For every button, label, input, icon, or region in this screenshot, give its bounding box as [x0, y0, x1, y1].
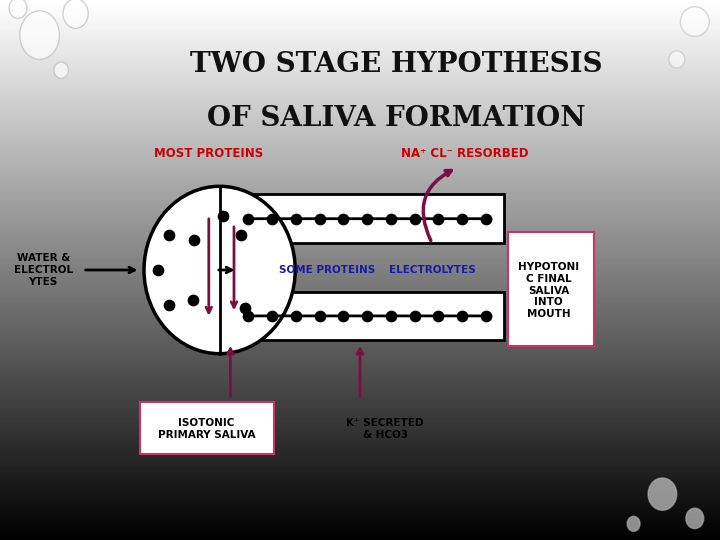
Ellipse shape — [144, 186, 295, 354]
Point — [189, 236, 200, 245]
Text: HYPOTONI
C FINAL
SALIVA
INTO
MOUTH: HYPOTONI C FINAL SALIVA INTO MOUTH — [518, 262, 579, 319]
Point — [385, 214, 397, 223]
Point — [338, 214, 349, 223]
Bar — [220, 194, 504, 243]
Point — [480, 312, 492, 320]
Point — [361, 214, 373, 223]
FancyBboxPatch shape — [508, 232, 594, 346]
Point — [266, 214, 278, 223]
Ellipse shape — [685, 508, 703, 529]
Point — [163, 231, 175, 239]
Ellipse shape — [669, 51, 685, 68]
Ellipse shape — [54, 62, 68, 78]
Point — [290, 214, 302, 223]
Point — [433, 312, 444, 320]
Point — [409, 214, 420, 223]
Text: NA⁺ CL⁻ RESORBED: NA⁺ CL⁻ RESORBED — [400, 147, 528, 160]
Text: ISOTONIC
PRIMARY SALIVA: ISOTONIC PRIMARY SALIVA — [158, 418, 256, 440]
Ellipse shape — [627, 516, 640, 531]
Point — [290, 312, 302, 320]
Point — [385, 312, 397, 320]
Point — [153, 266, 164, 274]
Point — [456, 214, 468, 223]
Text: MOST PROTEINS: MOST PROTEINS — [154, 147, 264, 160]
Text: K⁺ SECRETED
& HCO3: K⁺ SECRETED & HCO3 — [346, 418, 424, 440]
Point — [243, 312, 254, 320]
Point — [409, 312, 420, 320]
Ellipse shape — [648, 478, 677, 510]
Text: WATER &
ELECTROL
YTES: WATER & ELECTROL YTES — [14, 253, 73, 287]
Text: SOME PROTEINS: SOME PROTEINS — [279, 265, 376, 275]
Bar — [220, 292, 504, 340]
Point — [235, 231, 247, 239]
Text: ELECTROLYTES: ELECTROLYTES — [389, 265, 475, 275]
Point — [187, 295, 199, 304]
Ellipse shape — [63, 0, 88, 28]
Point — [314, 214, 325, 223]
Point — [480, 214, 492, 223]
Ellipse shape — [19, 11, 60, 59]
FancyBboxPatch shape — [140, 402, 274, 454]
Point — [433, 214, 444, 223]
Text: OF SALIVA FORMATION: OF SALIVA FORMATION — [207, 105, 585, 132]
Ellipse shape — [680, 6, 709, 37]
Point — [243, 214, 254, 223]
Ellipse shape — [9, 0, 27, 18]
Point — [266, 312, 278, 320]
Text: TWO STAGE HYPOTHESIS: TWO STAGE HYPOTHESIS — [190, 51, 602, 78]
Point — [163, 301, 175, 309]
Point — [314, 312, 325, 320]
Point — [338, 312, 349, 320]
Point — [361, 312, 373, 320]
Point — [239, 303, 251, 312]
Point — [456, 312, 468, 320]
Point — [217, 212, 229, 220]
